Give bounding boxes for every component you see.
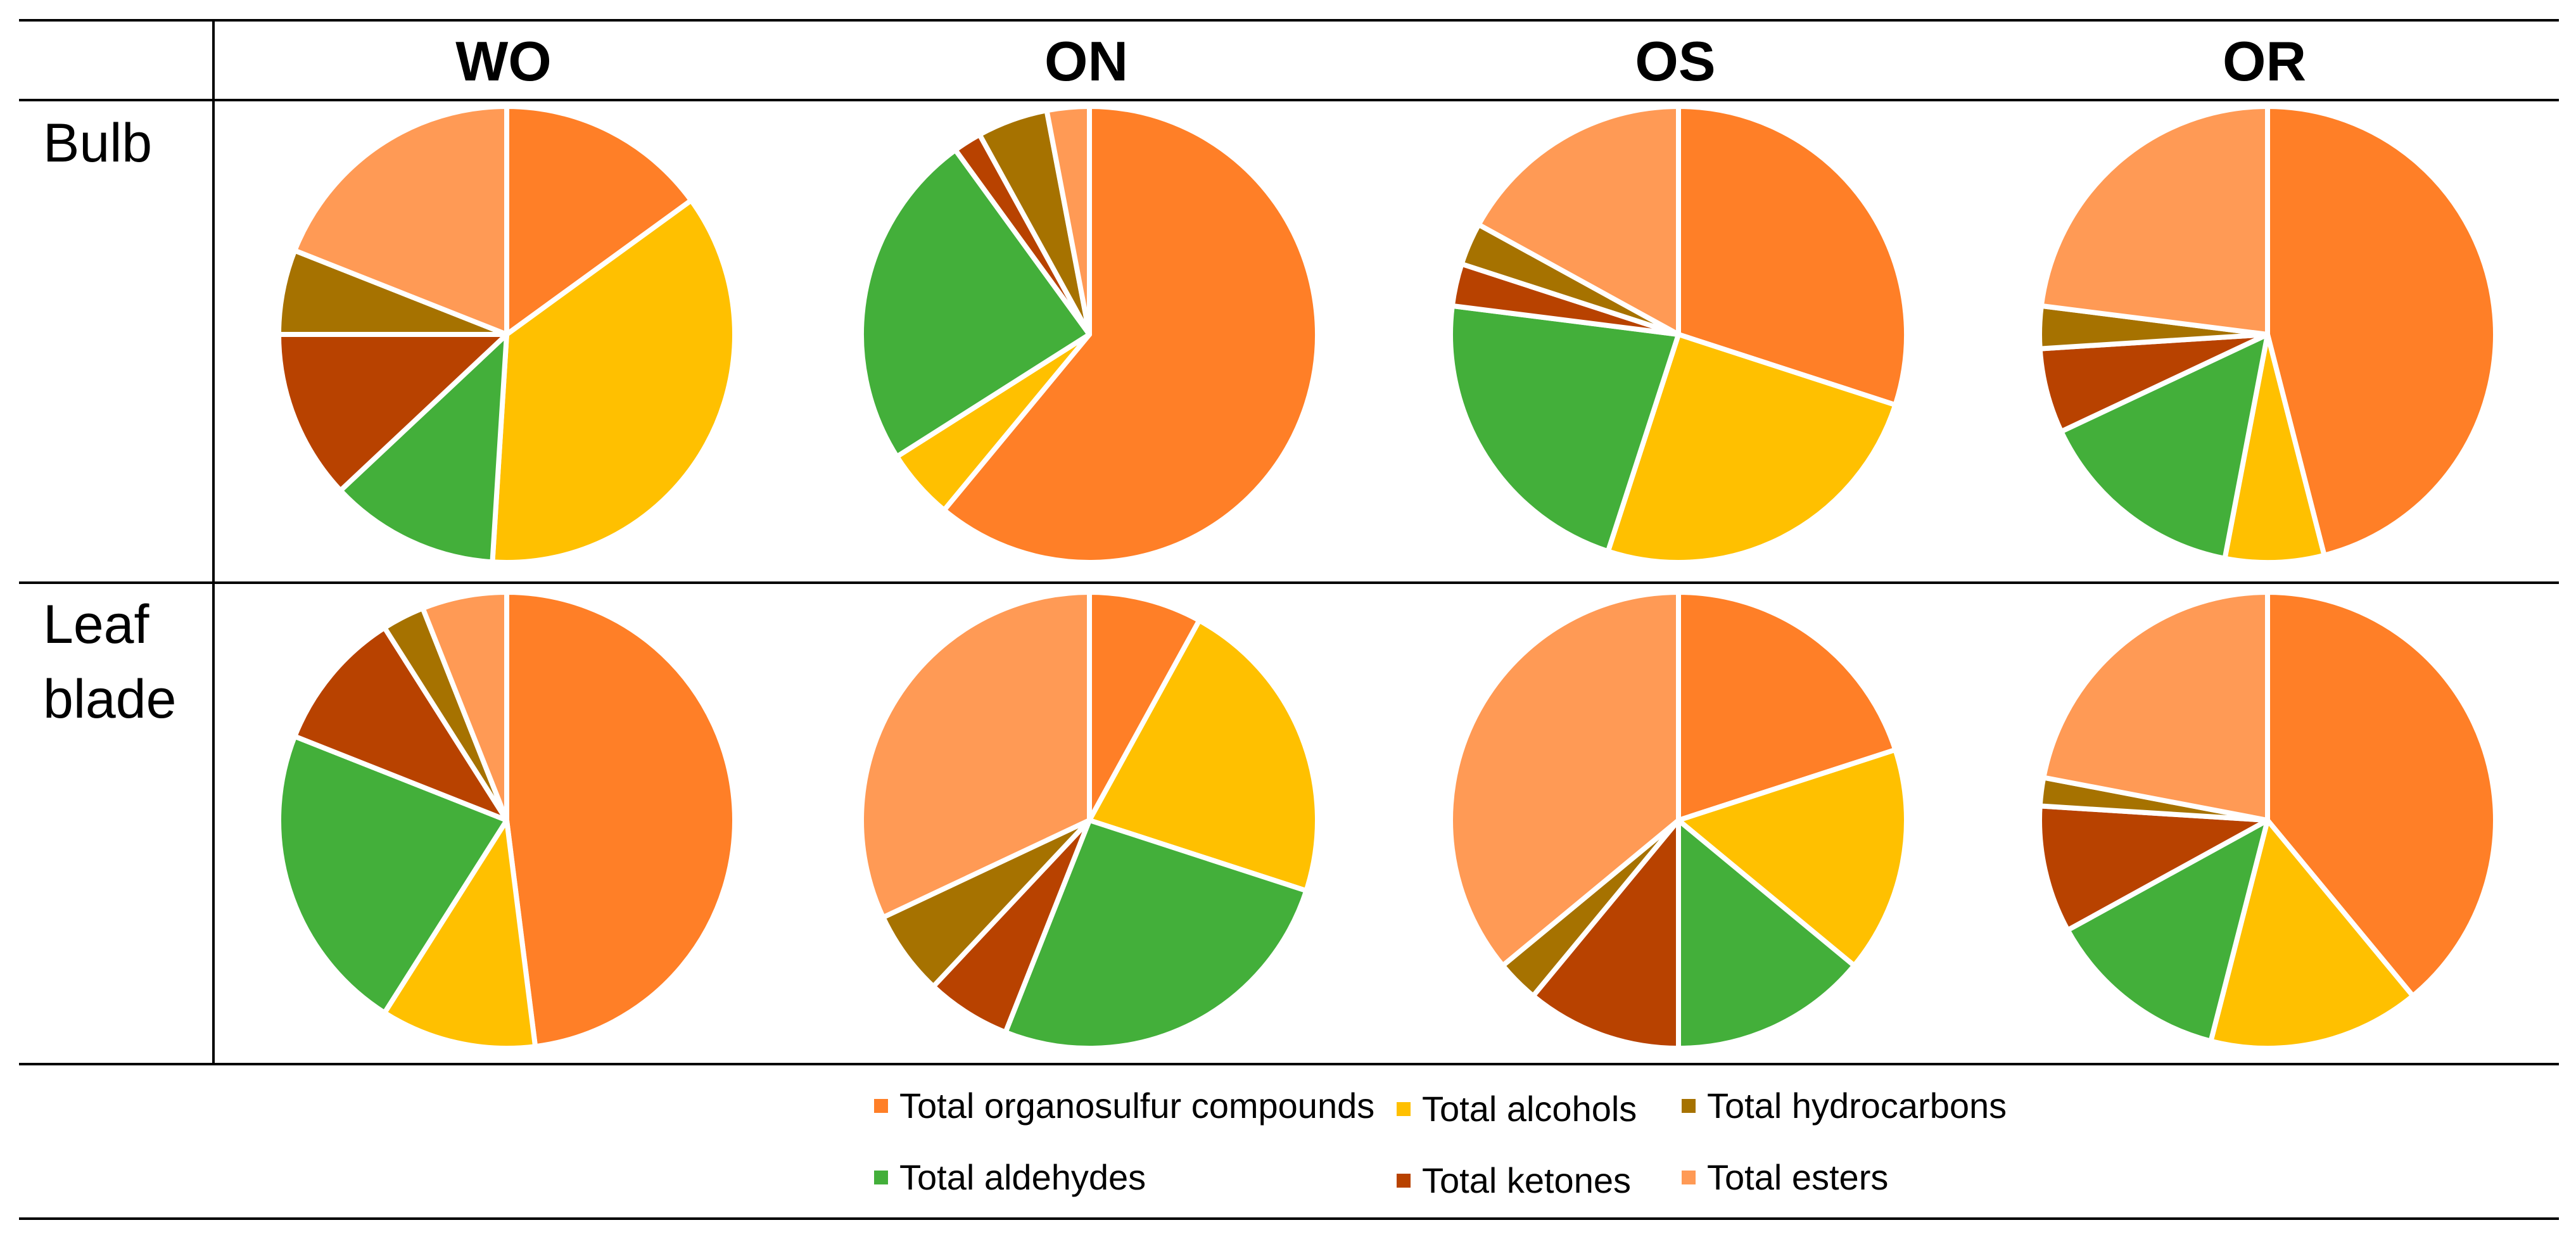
legend-label-alcohols: Total alcohols [1422,1089,1637,1129]
legend: Total organosulfur compounds Total alcoh… [874,1086,2007,1200]
column-header-or: OR [2223,30,2306,92]
pie-slice-leaf-blade-wo-total-esters [420,590,509,823]
column-header-on: ON [1044,30,1128,92]
pie-slice-bulb-wo-total-esters [292,104,509,337]
row-label-leaf-blade-line1: Leaf [43,594,149,655]
legend-label-esters: Total esters [1707,1157,1888,1197]
legend-label-hydrocarbons: Total hydrocarbons [1707,1086,2007,1126]
pie-slice-bulb-os-total-organosulfur-compounds [1676,104,1909,408]
legend-swatch-esters [1682,1171,1696,1184]
legend-swatch-hydrocarbons [1682,1099,1696,1113]
pie-slice-leaf-blade-or-total-esters [2041,590,2270,823]
pie-panels [276,104,2498,1051]
legend-label-aldehydes: Total aldehydes [899,1157,1146,1197]
pie-slice-leaf-blade-os-total-esters [1448,590,1681,968]
pie-slice-leaf-blade-os-total-organosulfur-compounds [1676,590,1898,823]
pie-slice-bulb-wo-total-aldehydes [338,332,509,565]
pie-slice-bulb-wo-total-organosulfur-compounds [504,104,694,337]
pie-slice-leaf-blade-or-total-aldehydes [2065,818,2270,1044]
pie-slice-leaf-blade-on-total-alcohols [1087,618,1320,894]
legend-swatch-alcohols [1397,1102,1411,1116]
pie-slice-leaf-blade-on-total-aldehydes [1003,818,1309,1051]
legend-swatch-organosulfur [874,1099,888,1113]
pie-slice-leaf-blade-wo-total-ketones [292,625,509,823]
legend-swatch-ketones [1397,1174,1411,1188]
pie-slice-leaf-blade-or-total-organosulfur-compounds [2265,590,2498,999]
pie-slice-bulb-os-total-alcohols [1605,332,1898,565]
pie-slice-leaf-blade-on-total-esters [859,590,1092,920]
pie-slice-bulb-or-total-aldehydes [2059,332,2270,561]
pie-slice-bulb-or-total-organosulfur-compounds [2265,104,2498,558]
row-label-bulb: Bulb [43,113,152,174]
row-label-leaf-blade-line2: blade [43,669,176,730]
pie-slice-bulb-on-total-esters [1044,104,1092,337]
pie-slice-bulb-or-total-esters [2038,104,2270,337]
pie-slice-leaf-blade-wo-total-organosulfur-compounds [504,590,737,1050]
pie-slice-leaf-blade-os-total-aldehydes [1676,818,1857,1051]
row-label-leaf-blade: Leaf blade [43,594,176,730]
pie-slice-bulb-wo-total-alcohols [490,198,737,565]
pie-slice-bulb-os-total-aldehydes [1448,303,1681,554]
pie-slice-leaf-blade-os-total-ketones [1530,818,1681,1051]
column-header-os: OS [1635,30,1715,92]
legend-swatch-aldehydes [874,1171,888,1184]
column-header-wo: WO [455,30,552,92]
pie-slice-leaf-blade-or-total-alcohols [2208,818,2416,1051]
pie-slice-bulb-wo-total-ketones [276,332,509,493]
pie-slice-leaf-blade-on-total-organosulfur-compounds [1087,590,1202,823]
pie-slice-leaf-blade-wo-total-aldehydes [276,733,509,1015]
pie-slice-bulb-os-total-esters [1476,104,1681,337]
pie-slice-leaf-blade-wo-total-alcohols [382,818,538,1051]
pie-slice-bulb-or-total-alcohols [2222,332,2327,565]
pie-slice-bulb-on-total-organosulfur-compounds [941,104,1321,565]
pie-slice-bulb-on-total-aldehydes [859,147,1092,459]
legend-label-organosulfur: Total organosulfur compounds [899,1086,1374,1126]
legend-label-ketones: Total ketones [1422,1160,1631,1200]
pie-slice-leaf-blade-or-total-ketones [2037,803,2270,933]
pie-slice-leaf-blade-os-total-alcohols [1676,747,1909,968]
table-grid [19,19,2559,1220]
